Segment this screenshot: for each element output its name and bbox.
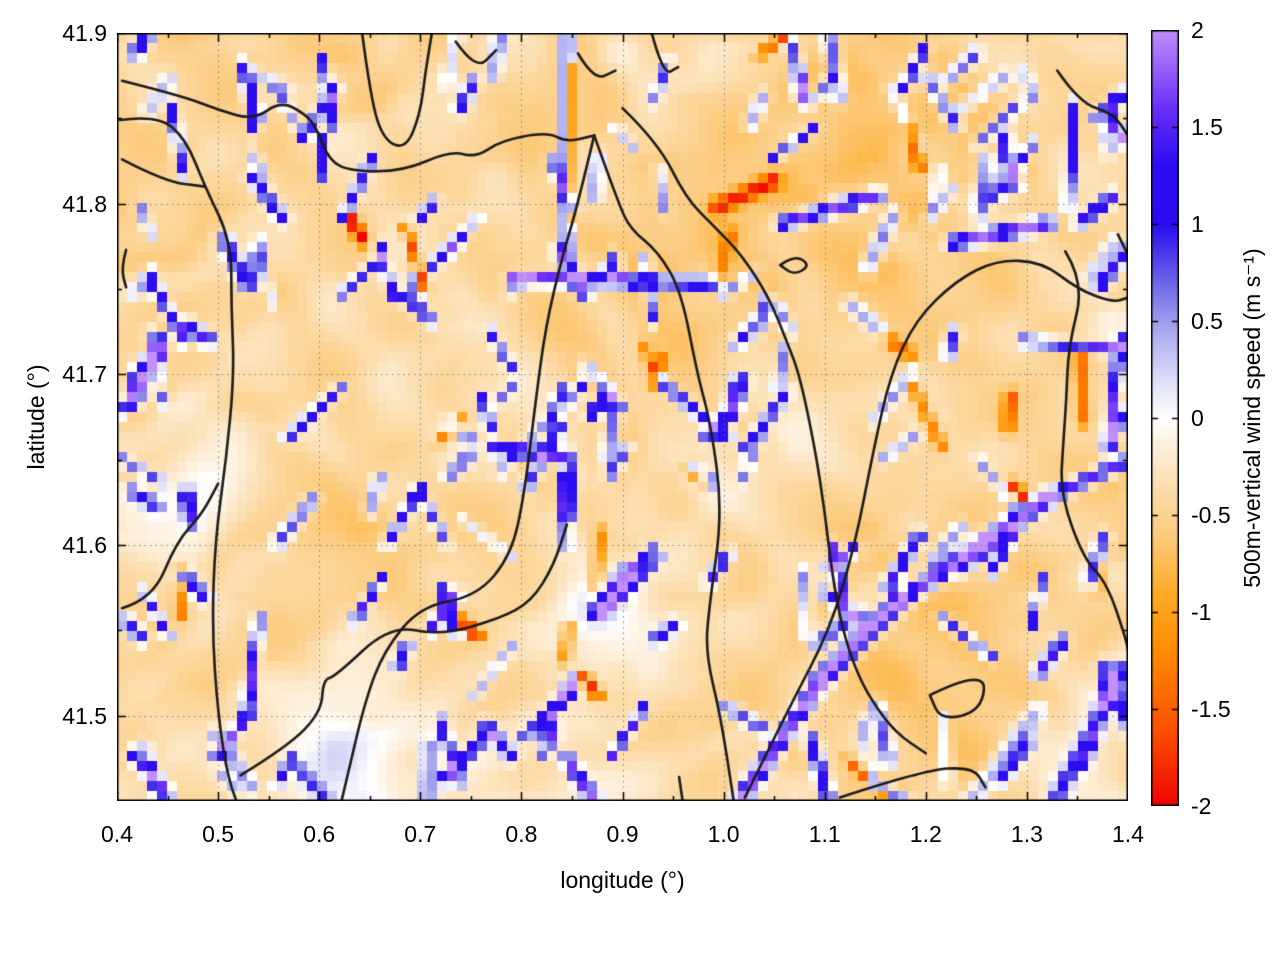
y-tick-label: 41.7 [62,361,107,388]
y-tick-label: 41.5 [62,702,107,729]
colorbar-tick-label: 0 [1191,405,1204,431]
colorbar-title: 500m-vertical wind speed (m s⁻¹) [1239,248,1265,588]
x-tick-label: 1.0 [707,821,740,847]
colorbar-tick-label: 2 [1191,17,1204,43]
x-axis-title: longitude (°) [560,867,685,893]
x-tick-label: 0.5 [202,821,235,847]
colorbar-tick-label: -0.5 [1191,502,1231,528]
x-tick-label: 0.6 [303,821,336,847]
y-tick-label: 41.9 [62,20,107,46]
colorbar-tick-label: -1 [1191,599,1212,625]
x-tick-label: 0.7 [404,821,437,847]
y-tick-label: 41.6 [62,532,107,558]
heatmap-plot-canvas [117,33,1128,801]
y-tick-label: 41.8 [62,190,107,217]
x-tick-label: 1.2 [909,821,942,847]
y-axis-title: latitude (°) [23,364,49,470]
x-tick-label: 0.8 [505,821,538,847]
x-tick-label: 1.4 [1112,821,1144,847]
x-tick-label: 0.4 [101,821,133,847]
colorbar-tick-label: 1 [1191,211,1204,237]
colorbar-tick-label: 1.5 [1191,114,1223,140]
x-tick-label: 0.9 [606,821,639,847]
x-tick-label: 1.1 [808,821,841,847]
colorbar-tick-label: 0.5 [1191,308,1223,334]
x-tick-label: 1.3 [1010,821,1043,847]
colorbar-tick-label: -1.5 [1191,696,1231,722]
colorbar-tick-label: -2 [1191,793,1212,819]
colorbar-canvas [1151,30,1179,806]
